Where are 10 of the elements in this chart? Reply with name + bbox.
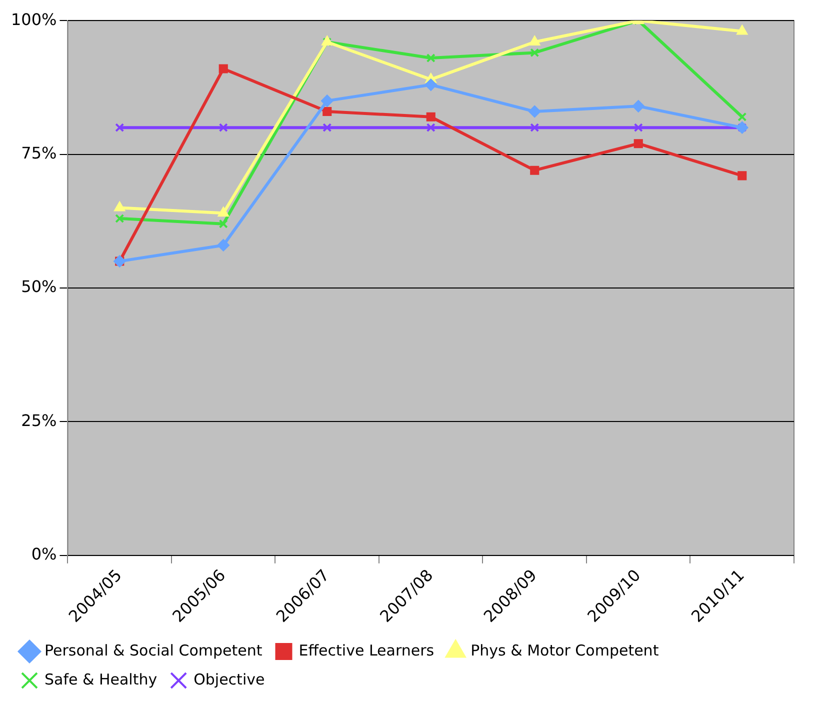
y-tick-label: 100% [10, 10, 57, 29]
y-tick-label: 0% [31, 544, 57, 564]
y-tick-label: 75% [21, 143, 57, 162]
y-tick-label: 25% [21, 410, 57, 430]
legend-label: Phys & Motor Competent [470, 641, 659, 660]
y-tick-label: 50% [21, 277, 57, 296]
legend-label: Safe & Healthy [44, 670, 158, 688]
legend-label: Objective [194, 670, 265, 688]
legend-label: Effective Learners [298, 641, 434, 660]
legend-label: Personal & Social Competent [44, 641, 262, 660]
